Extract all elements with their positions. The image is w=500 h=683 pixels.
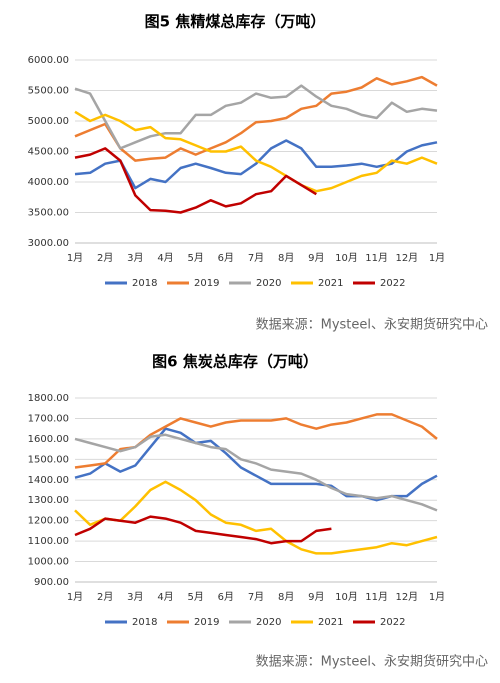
y-tick-label: 1600.00 [28,434,69,445]
x-tick-label: 1月 [429,252,445,264]
x-tick-label: 4月 [157,252,173,264]
x-tick-label: 3月 [127,591,143,603]
series-line [74,480,438,555]
y-tick-label: 3000.00 [28,238,69,249]
x-tick-label: 8月 [278,252,294,264]
x-tick-label: 3月 [127,252,143,264]
legend-label: 2021 [318,278,343,289]
x-tick-label: 7月 [248,591,264,603]
source-note: 数据来源：Mysteel、永安期货研究中心 [256,654,488,670]
series-line [74,84,438,150]
x-tick-label: 6月 [218,591,234,603]
y-tick-label: 1400.00 [28,475,69,486]
x-tick-label: 10月 [335,252,358,264]
x-tick-label: 2月 [97,591,113,603]
legend-label: 2019 [194,617,219,628]
series-line [74,75,438,162]
legend-label: 2020 [256,617,281,628]
legend-label: 2022 [380,278,405,289]
chart-title: 图5 焦精煤总库存（万吨） [145,13,326,31]
series-line [74,427,438,502]
y-tick-label: 1200.00 [28,516,69,527]
y-tick-label: 6000.00 [28,55,69,66]
legend-label: 2020 [256,278,281,289]
x-tick-label: 11月 [365,591,388,603]
x-tick-label: 11月 [365,252,388,264]
y-tick-label: 5500.00 [28,86,69,97]
y-tick-label: 4500.00 [28,147,69,158]
series-line [74,139,438,190]
x-tick-label: 6月 [218,252,234,264]
chart-title: 图6 焦炭总库存（万吨） [152,353,318,371]
series-line [74,433,438,512]
y-tick-label: 1500.00 [28,454,69,465]
y-tick-label: 1800.00 [28,393,69,404]
x-tick-label: 5月 [187,252,203,264]
source-note: 数据来源：Mysteel、永安期货研究中心 [256,317,488,333]
x-tick-label: 12月 [395,591,418,603]
series-line [74,110,438,193]
y-tick-label: 5000.00 [28,116,69,127]
y-tick-label: 1300.00 [28,495,69,506]
y-tick-label: 1700.00 [28,413,69,424]
x-tick-label: 7月 [248,252,264,264]
x-tick-label: 1月 [67,252,83,264]
legend-label: 2021 [318,617,343,628]
x-tick-label: 2月 [97,252,113,264]
legend-label: 2022 [380,617,405,628]
legend-label: 2018 [132,617,157,628]
x-tick-label: 1月 [67,591,83,603]
x-tick-label: 5月 [187,591,203,603]
y-tick-label: 1100.00 [28,536,69,547]
x-tick-label: 10月 [335,591,358,603]
x-tick-label: 12月 [395,252,418,264]
y-tick-label: 1000.00 [28,557,69,568]
y-tick-label: 900.00 [34,577,69,588]
series-line [74,147,317,214]
legend-label: 2018 [132,278,157,289]
series-line [74,515,332,545]
x-tick-label: 8月 [278,591,294,603]
x-tick-label: 9月 [308,591,324,603]
y-tick-label: 4000.00 [28,177,69,188]
legend-label: 2019 [194,278,219,289]
y-tick-label: 3500.00 [28,208,69,219]
x-tick-label: 9月 [308,252,324,264]
x-tick-label: 1月 [429,591,445,603]
x-tick-label: 4月 [157,591,173,603]
